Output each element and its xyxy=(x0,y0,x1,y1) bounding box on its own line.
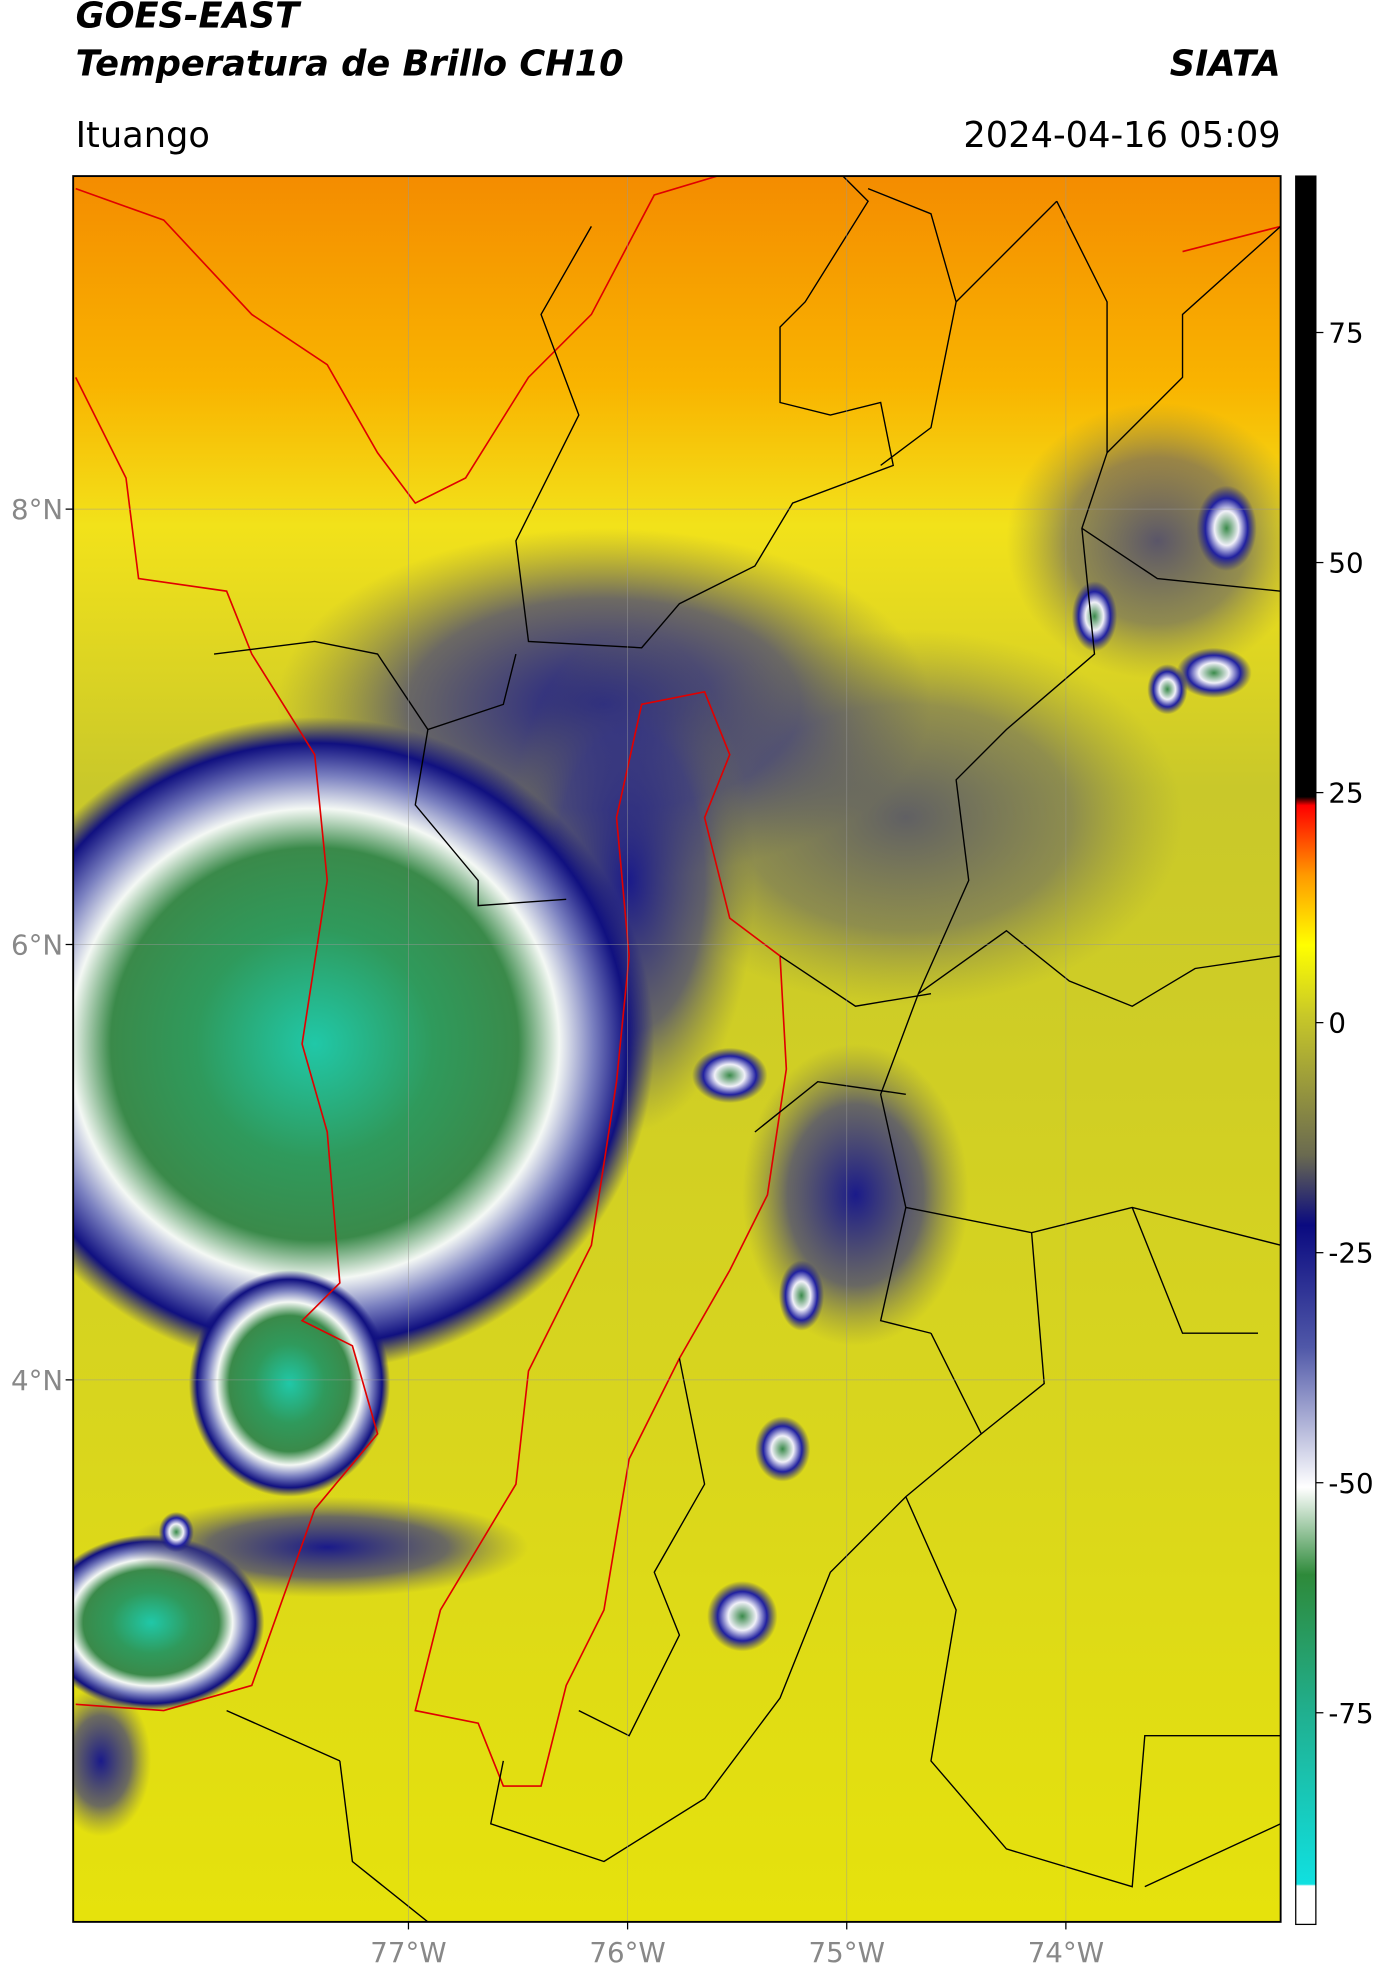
timestamp: 2024-04-16 05:09 xyxy=(963,115,1280,156)
title-line1: GOES-EAST xyxy=(76,0,302,37)
lon-tick-label: 76°W xyxy=(589,1936,665,1969)
lat-tick-label: 6°N xyxy=(11,929,63,962)
colorbar-tick-label: 75 xyxy=(1328,317,1363,350)
grid: 8°N 6°N 4°N 77°W 76°W 75°W 74°W xyxy=(11,176,1281,1969)
colorbar xyxy=(1295,175,1317,1926)
lat-tick-label: 8°N xyxy=(11,493,63,526)
colorbar-tick-label: 0 xyxy=(1328,1007,1346,1040)
lon-tick-label: 75°W xyxy=(809,1936,885,1969)
colorbar-tick-label: -75 xyxy=(1328,1697,1373,1730)
location: Ituango xyxy=(76,115,210,156)
agency: SIATA xyxy=(1170,43,1281,84)
colorbar-tick-label: 25 xyxy=(1328,777,1363,810)
colorbar-ticks: 75 50 25 0 -25 -50 -75 xyxy=(1315,317,1374,1730)
lon-tick-label: 77°W xyxy=(370,1936,446,1969)
colorbar-tick-label: -50 xyxy=(1328,1467,1373,1500)
title-line2: Temperatura de Brillo CH10 xyxy=(76,43,624,84)
colorbar-tick-label: 50 xyxy=(1328,547,1363,580)
lat-tick-label: 4°N xyxy=(11,1364,63,1397)
lon-tick-label: 74°W xyxy=(1028,1936,1104,1969)
map-image xyxy=(73,176,1281,1922)
colorbar-tick-label: -25 xyxy=(1328,1237,1373,1270)
map-frame xyxy=(72,175,1282,1923)
